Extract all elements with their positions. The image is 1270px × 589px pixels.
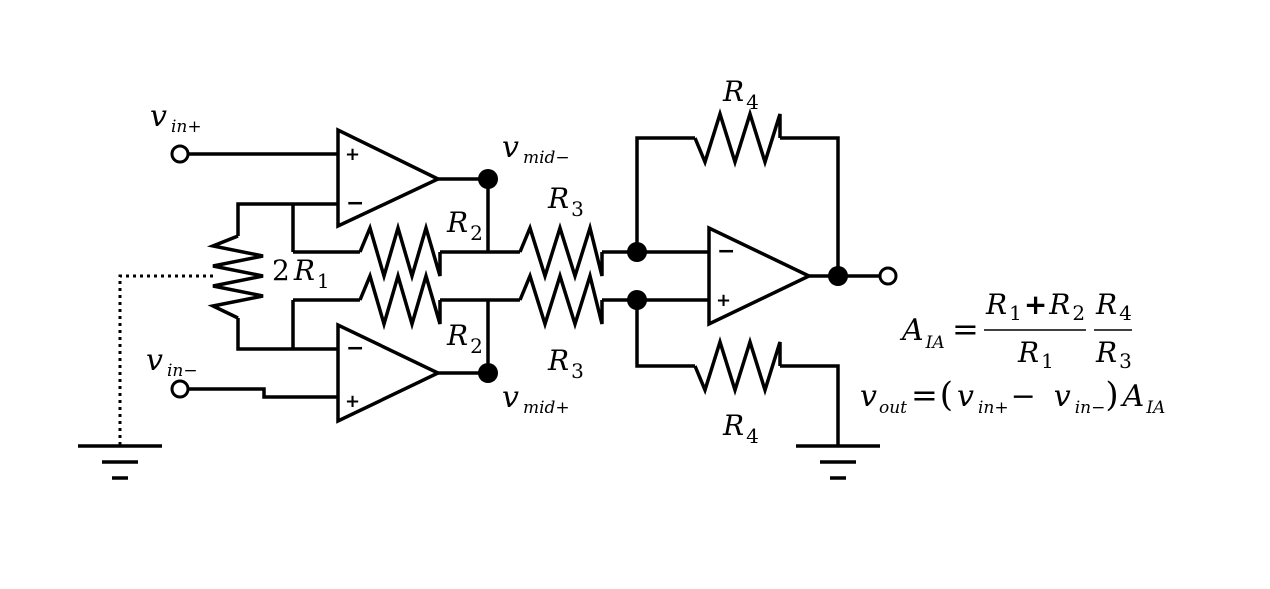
opamp-bottom-minus-sign: −: [346, 336, 364, 361]
opamp-top-minus-sign: −: [346, 191, 364, 216]
ground-symbol-right: [796, 444, 880, 480]
label-vmid-minus: v mid−: [502, 130, 570, 168]
opamp-output: − +: [707, 225, 814, 327]
equation-gain-numerator-1: R 1+R 2: [985, 288, 1085, 325]
junction-dots: [478, 169, 848, 383]
resistor-r3-bottom: [518, 269, 604, 330]
ground-symbol-left: [78, 444, 162, 480]
terminal-vin-plus: [170, 144, 190, 164]
opamp-top-plus-sign: +: [345, 144, 360, 165]
opamp-output-minus-sign: −: [717, 239, 735, 264]
node-output-dot: [828, 266, 848, 286]
opamp-bottom-plus-sign: +: [345, 391, 360, 412]
label-vmid-plus: v mid+: [502, 380, 570, 418]
resistor-r3-top: [518, 221, 604, 282]
resistor-r4-top: [693, 108, 782, 168]
opamp-output-plus-sign: +: [716, 290, 731, 311]
equation-gain-lhs: A IA: [899, 313, 945, 353]
equation-vout-text: v out =(v in+− v in−) A IA: [860, 375, 1165, 418]
node-vmid-plus-dot: [478, 363, 498, 383]
resistor-r2-bottom: [358, 269, 442, 331]
resistor-2r1: [206, 234, 264, 320]
node-vmid-minus-dot: [478, 169, 498, 189]
label-vin-plus: v in+: [150, 99, 202, 137]
opamp-top: + −: [336, 127, 443, 229]
terminal-vout: [878, 266, 898, 286]
opamp-bottom: − +: [336, 322, 443, 424]
resistor-r2-top: [358, 221, 442, 283]
equation-gain-equals: =: [952, 310, 979, 348]
node-r3-bottom-dot: [627, 290, 647, 310]
label-vin-minus: v in−: [146, 343, 198, 381]
resistor-r4-bottom: [693, 336, 782, 396]
terminal-vin-minus: [170, 379, 190, 399]
node-r3-top-dot: [627, 242, 647, 262]
wires: [118, 136, 880, 446]
equation-vout: v out =(v in+− v in−) A IA: [860, 375, 1165, 418]
